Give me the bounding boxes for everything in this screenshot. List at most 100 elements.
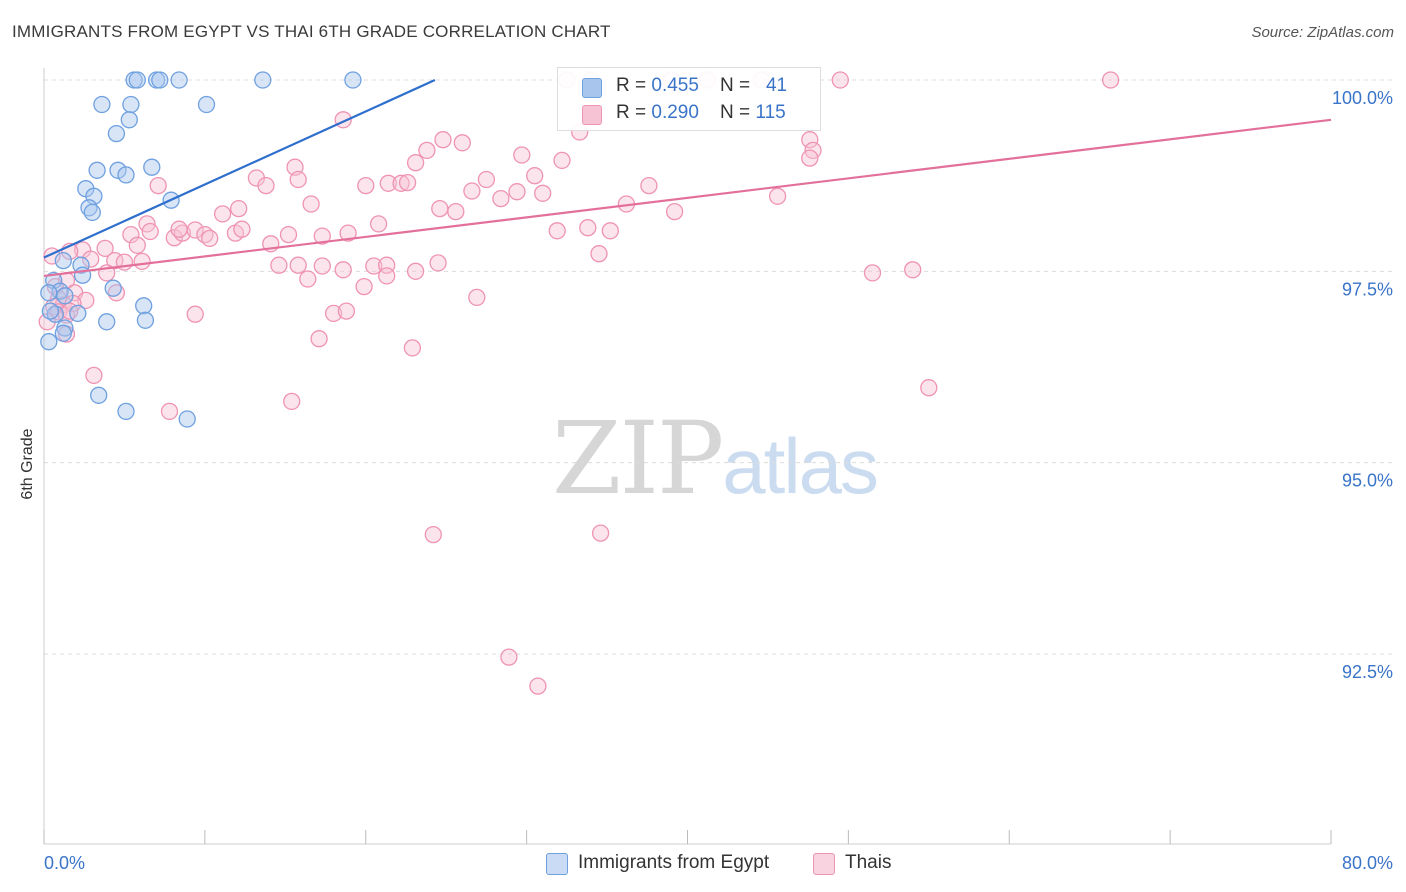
egypt-point xyxy=(344,71,362,89)
thai-point xyxy=(477,170,496,189)
thai-point xyxy=(768,187,787,205)
legend-text-thais: R = 0.290 N = 115 xyxy=(616,102,786,123)
egypt-point xyxy=(40,333,58,351)
legend-swatch-egypt xyxy=(582,78,602,98)
thai-point xyxy=(270,256,288,274)
x-tick-label: 80.0% xyxy=(1342,853,1393,873)
egypt-point xyxy=(128,71,146,89)
watermark-zip: ZIP xyxy=(552,400,724,517)
thai-point xyxy=(160,402,179,421)
thai-point xyxy=(492,189,510,208)
bottom-legend-swatch-egypt xyxy=(546,853,568,875)
thai-point xyxy=(434,131,452,149)
thai-point xyxy=(122,225,140,244)
thai-point xyxy=(369,215,388,233)
thai-point xyxy=(801,131,819,149)
thai-point xyxy=(299,270,317,288)
correlation-legend: R = 0.455 N = 41 R = 0.290 N = 115 xyxy=(557,67,821,131)
egypt-point xyxy=(143,158,161,176)
thai-point xyxy=(548,222,566,240)
thai-point xyxy=(403,339,422,357)
thai-point xyxy=(526,167,544,185)
thai-point xyxy=(357,176,375,195)
egypt-point xyxy=(54,251,72,270)
egypt-trend-line xyxy=(43,78,436,259)
egypt-point xyxy=(178,410,196,428)
thai-point xyxy=(379,174,397,192)
x-tick-label: 0.0% xyxy=(44,853,85,873)
thai-point xyxy=(424,525,442,544)
thai-point xyxy=(313,257,331,275)
thai-point xyxy=(201,229,219,248)
bottom-legend-swatch-thais xyxy=(813,853,835,875)
thai-point xyxy=(447,202,465,221)
thai-point xyxy=(429,254,447,272)
thai-point xyxy=(82,250,100,268)
thai-point xyxy=(431,199,449,218)
thai-point xyxy=(398,173,417,192)
thai-point xyxy=(289,256,307,274)
thai-point xyxy=(640,176,658,195)
thai-point xyxy=(339,224,357,242)
egypt-point xyxy=(104,279,122,297)
thai-point xyxy=(233,220,251,238)
thai-point xyxy=(279,225,298,244)
egypt-point xyxy=(122,95,140,114)
thai-point xyxy=(165,229,183,247)
egypt-point xyxy=(56,287,74,305)
egypt-point xyxy=(151,71,169,89)
thai-point xyxy=(213,205,232,223)
egypt-points xyxy=(40,71,362,428)
thai-point xyxy=(529,677,547,695)
legend-swatch-thais xyxy=(582,105,602,125)
source-credit: Source: ZipAtlas.com xyxy=(1251,24,1394,41)
thai-point xyxy=(85,366,103,385)
thai-point xyxy=(96,239,114,258)
egypt-point xyxy=(170,71,188,89)
egypt-point xyxy=(109,161,127,179)
thai-point xyxy=(1101,71,1120,89)
thai-point xyxy=(418,141,436,160)
egypt-point xyxy=(197,95,216,114)
thai-point xyxy=(149,176,167,195)
thai-point xyxy=(863,264,882,282)
egypt-point xyxy=(120,111,138,129)
egypt-point xyxy=(46,305,64,323)
thai-point xyxy=(591,524,610,542)
thai-point xyxy=(579,219,597,237)
thai-point xyxy=(463,182,481,200)
thai-point xyxy=(170,220,188,238)
tick-labels: 100.0% 97.5% 95.0% 92.5% 0.0% 80.0% xyxy=(44,88,1393,873)
egypt-point xyxy=(90,386,108,404)
thai-point xyxy=(186,221,204,239)
thai-point xyxy=(513,146,531,164)
egypt-point xyxy=(254,71,272,89)
watermark: ZIPatlas xyxy=(552,400,879,517)
thai-point xyxy=(601,222,619,240)
thai-point xyxy=(313,227,331,245)
egypt-point xyxy=(135,297,153,315)
thai-point xyxy=(665,202,684,221)
bottom-legend-label-thais: Thais xyxy=(845,852,892,873)
egypt-point xyxy=(40,284,58,302)
egypt-point xyxy=(69,304,87,323)
thai-point xyxy=(302,195,320,213)
egypt-point xyxy=(54,324,72,342)
thai-point xyxy=(831,71,849,89)
egypt-point xyxy=(98,313,116,331)
egypt-point xyxy=(107,124,126,143)
y-tick-label: 95.0% xyxy=(1342,471,1393,491)
thai-point xyxy=(801,149,819,167)
legend-text-egypt: R = 0.455 N = 41 xyxy=(616,75,788,96)
thai-point xyxy=(453,134,471,152)
thai-point xyxy=(904,261,922,279)
thai-point xyxy=(355,277,373,296)
thai-point xyxy=(920,379,938,397)
egypt-point xyxy=(41,302,60,320)
thai-point xyxy=(337,302,356,320)
y-tick-label: 92.5% xyxy=(1342,662,1393,682)
thai-point xyxy=(289,170,307,189)
thai-point xyxy=(324,304,343,323)
axes xyxy=(43,68,1332,845)
thai-point xyxy=(334,261,352,279)
